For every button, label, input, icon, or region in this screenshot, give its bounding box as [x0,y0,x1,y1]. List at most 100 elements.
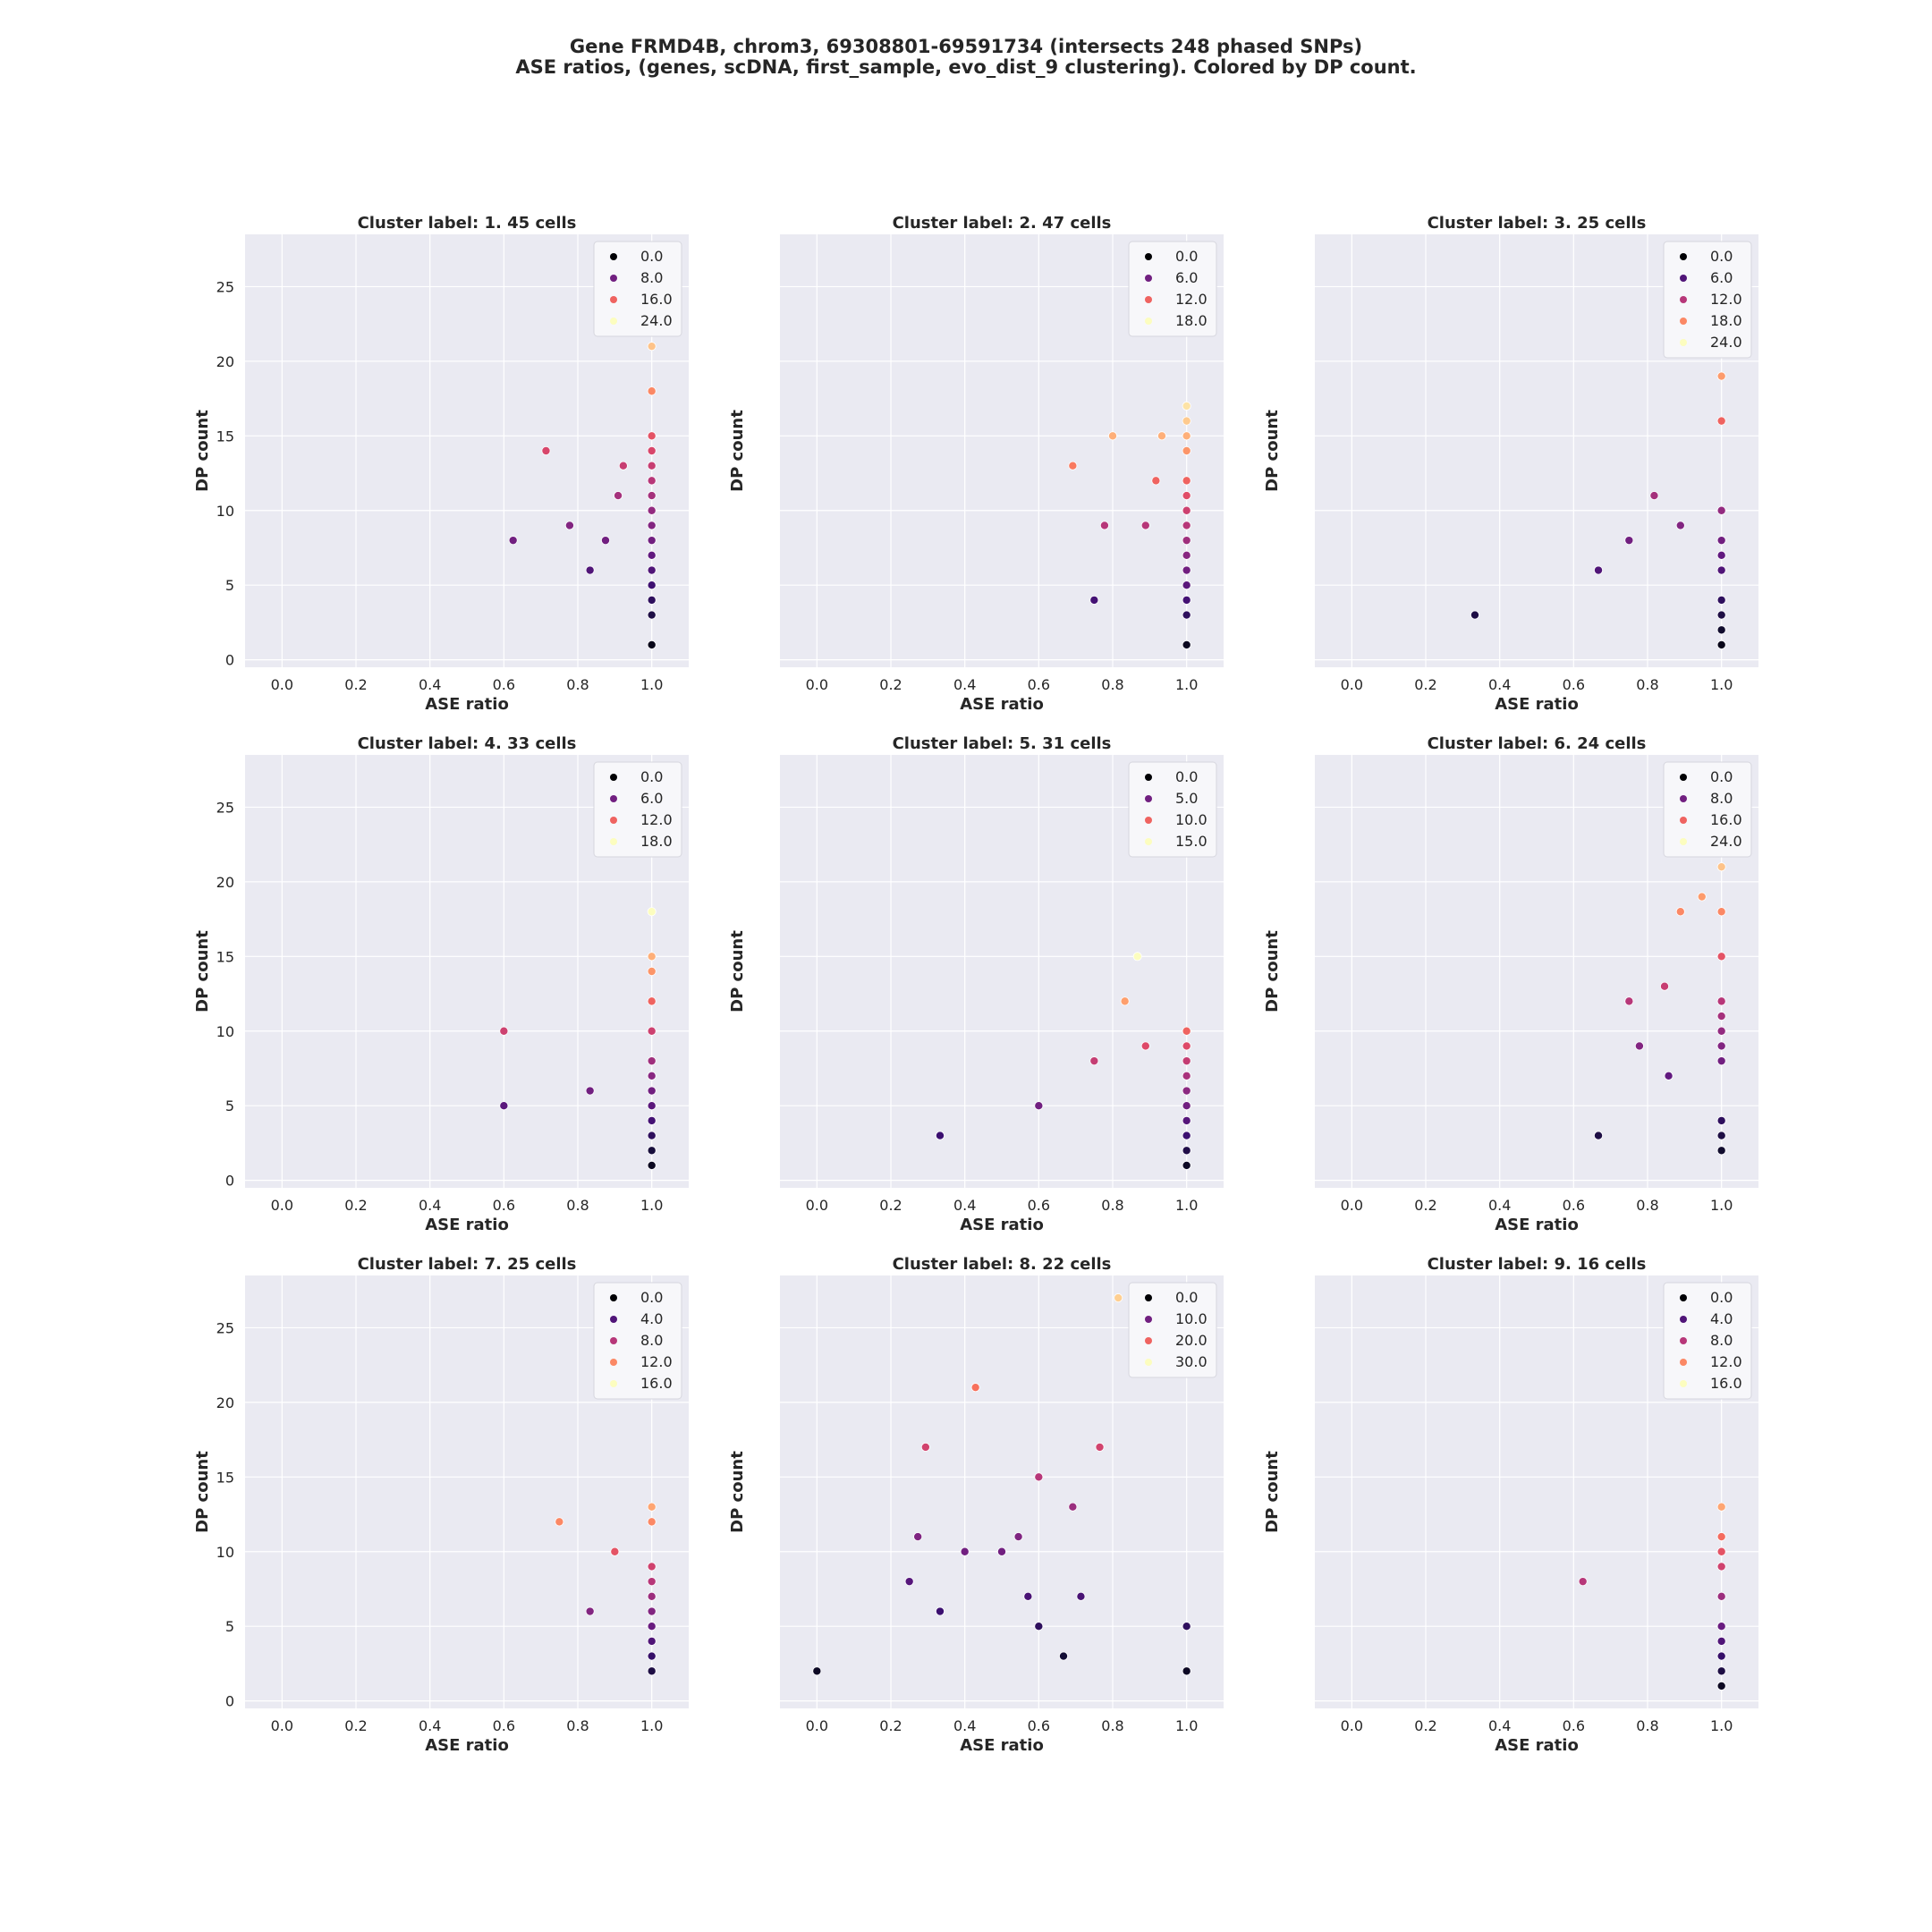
legend-entry: 4.0 [640,1310,663,1327]
data-point [1594,1131,1604,1140]
x-tick-label: 1.0 [640,676,663,693]
data-point [647,1591,657,1601]
data-point [1068,461,1078,470]
x-tick-label: 0.4 [1488,1717,1511,1734]
legend-marker [1145,838,1152,845]
x-tick-label: 0.8 [1636,676,1658,693]
x-tick-label: 0.6 [1028,1717,1050,1734]
data-point [920,1442,930,1452]
data-point [935,1131,945,1140]
y-tick-label: 15 [216,948,234,965]
data-point [647,521,657,530]
legend-entry: 15.0 [1175,833,1208,850]
panel-title: Cluster label: 8. 22 cells [893,1255,1112,1274]
data-point [1716,610,1726,620]
x-tick-label: 0.4 [1488,1197,1511,1214]
figure-title-line2: ASE ratios, (genes, scDNA, first_sample,… [515,56,1416,78]
legend-marker [610,253,617,260]
legend-entry: 18.0 [1710,312,1742,329]
data-point [1151,476,1161,486]
data-point [1716,1026,1726,1036]
legend: 0.0 8.0 16.0 24.0 [593,241,682,337]
x-tick-label: 1.0 [1710,676,1733,693]
data-point [647,1026,657,1036]
legend-entry: 0.0 [1175,248,1198,265]
y-axis-label: DP count [193,930,212,1013]
data-point [499,1101,509,1111]
data-point [1089,595,1099,605]
data-point [647,595,657,605]
y-axis-label: DP count [1263,1451,1282,1533]
data-point [647,1071,657,1080]
x-tick-label: 0.6 [493,1197,515,1214]
x-tick-label: 0.4 [419,676,441,693]
data-point [647,461,657,470]
legend-entry: 30.0 [1175,1353,1208,1370]
y-tick-label: 20 [216,874,234,891]
data-point [618,461,628,470]
data-point [601,536,611,546]
data-point [1182,476,1191,486]
data-point [614,491,623,501]
legend-marker [610,795,617,802]
x-axis-label: ASE ratio [1495,1736,1579,1755]
data-point [1182,1086,1191,1096]
data-point [1182,1056,1191,1066]
legend-marker [1145,1316,1152,1323]
data-point [585,1086,595,1096]
data-point [1675,907,1685,917]
data-point [647,1636,657,1646]
x-tick-label: 0.4 [419,1717,441,1734]
x-tick-label: 0.8 [1101,1197,1123,1214]
data-point [1140,1041,1150,1051]
legend-marker [610,774,617,781]
data-point [1594,565,1604,575]
data-point [647,550,657,560]
data-point [585,1606,595,1616]
data-point [960,1546,970,1556]
scatter-panel: 0.0 0.2 0.4 0.6 0.8 1.0 Cluster label: 2. 47 c… [728,214,1224,714]
legend-marker [1145,1359,1152,1366]
data-point [1716,371,1726,381]
data-point [1182,610,1191,620]
legend-marker [1680,275,1687,282]
data-point [1099,521,1109,530]
legend-marker [610,817,617,824]
y-tick-label: 0 [225,1173,234,1190]
y-tick-label: 5 [225,577,234,594]
y-tick-label: 5 [225,1618,234,1635]
legend: 0.0 5.0 10.0 15.0 [1128,761,1217,858]
data-point [1182,491,1191,501]
data-point [1076,1591,1086,1601]
data-point [1716,1502,1726,1512]
data-point [1716,536,1726,546]
data-point [1095,1442,1105,1452]
data-point [647,1651,657,1661]
data-point [647,967,657,977]
x-tick-label: 1.0 [1175,676,1198,693]
y-tick-label: 15 [216,1469,234,1486]
data-point [1182,521,1191,530]
legend-entry: 16.0 [1710,1375,1742,1392]
data-point [1470,610,1479,620]
data-point [1716,1681,1726,1690]
data-point [585,565,595,575]
data-point [1716,416,1726,426]
legend-marker [610,838,617,845]
data-point [1023,1591,1033,1601]
data-point [1140,521,1150,530]
legend-marker [610,1316,617,1323]
legend-marker [1680,1294,1687,1301]
x-tick-label: 1.0 [1175,1717,1198,1734]
legend-marker [1145,275,1152,282]
y-tick-label: 25 [216,799,234,816]
x-tick-label: 1.0 [640,1717,663,1734]
legend-box [1128,761,1217,858]
legend-marker [1145,817,1152,824]
figure-title-line1: Gene FRMD4B, chrom3, 69308801-69591734 (… [570,36,1362,57]
panel-title: Cluster label: 3. 25 cells [1428,214,1647,233]
legend-entry: 10.0 [1175,811,1208,828]
data-point [1034,1622,1044,1631]
data-point [1182,431,1191,441]
legend-entry: 6.0 [640,790,663,807]
